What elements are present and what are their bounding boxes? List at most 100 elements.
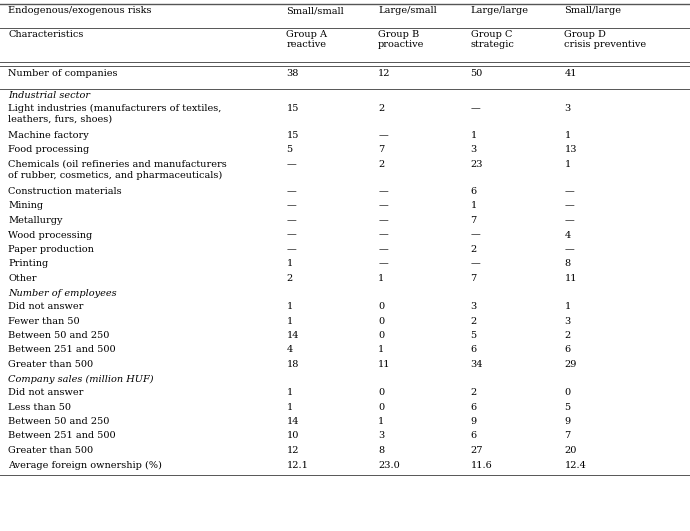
Text: 14: 14: [286, 331, 299, 340]
Text: Small/small: Small/small: [286, 6, 344, 15]
Text: 1: 1: [286, 388, 293, 397]
Text: Group D
crisis preventive: Group D crisis preventive: [564, 30, 647, 49]
Text: 13: 13: [564, 145, 577, 155]
Text: Chemicals (oil refineries and manufacturers
of rubber, cosmetics, and pharmaceut: Chemicals (oil refineries and manufactur…: [8, 160, 227, 179]
Text: Construction materials: Construction materials: [8, 187, 122, 196]
Text: 12: 12: [286, 446, 299, 455]
Text: —: —: [471, 230, 480, 239]
Text: 34: 34: [471, 360, 483, 369]
Text: 1: 1: [286, 316, 293, 326]
Text: 0: 0: [378, 316, 384, 326]
Text: —: —: [564, 201, 574, 210]
Text: 11: 11: [378, 360, 391, 369]
Text: 1: 1: [286, 260, 293, 269]
Text: Characteristics: Characteristics: [8, 30, 83, 39]
Text: 15: 15: [286, 131, 299, 140]
Text: Paper production: Paper production: [8, 245, 94, 254]
Text: 1: 1: [564, 131, 571, 140]
Text: 9: 9: [564, 417, 571, 426]
Text: 10: 10: [286, 432, 299, 441]
Text: 18: 18: [286, 360, 299, 369]
Text: 41: 41: [564, 68, 577, 78]
Text: Large/large: Large/large: [471, 6, 529, 15]
Text: 5: 5: [286, 145, 293, 155]
Text: 6: 6: [471, 402, 477, 412]
Text: Number of employees: Number of employees: [8, 288, 117, 297]
Text: 0: 0: [564, 388, 571, 397]
Text: Less than 50: Less than 50: [8, 402, 71, 412]
Text: 1: 1: [378, 417, 384, 426]
Text: 7: 7: [378, 145, 384, 155]
Text: 6: 6: [471, 346, 477, 355]
Text: —: —: [286, 245, 296, 254]
Text: 2: 2: [378, 160, 384, 169]
Text: —: —: [286, 187, 296, 196]
Text: 1: 1: [564, 160, 571, 169]
Text: —: —: [564, 216, 574, 225]
Text: Light industries (manufacturers of textiles,
leathers, furs, shoes): Light industries (manufacturers of texti…: [8, 104, 221, 124]
Text: —: —: [378, 245, 388, 254]
Text: 0: 0: [378, 388, 384, 397]
Text: 50: 50: [471, 68, 483, 78]
Text: Group B
proactive: Group B proactive: [378, 30, 424, 49]
Text: Endogenous/exogenous risks: Endogenous/exogenous risks: [8, 6, 152, 15]
Text: —: —: [564, 187, 574, 196]
Text: 6: 6: [471, 187, 477, 196]
Text: 1: 1: [378, 274, 384, 283]
Text: —: —: [286, 216, 296, 225]
Text: 2: 2: [471, 245, 477, 254]
Text: 3: 3: [471, 145, 477, 155]
Text: 2: 2: [471, 388, 477, 397]
Text: Small/large: Small/large: [564, 6, 622, 15]
Text: 1: 1: [286, 302, 293, 311]
Text: 12.4: 12.4: [564, 460, 586, 469]
Text: Number of companies: Number of companies: [8, 68, 118, 78]
Text: 1: 1: [471, 131, 477, 140]
Text: 2: 2: [564, 331, 571, 340]
Text: 8: 8: [564, 260, 571, 269]
Text: 3: 3: [564, 316, 571, 326]
Text: —: —: [378, 187, 388, 196]
Text: 38: 38: [286, 68, 299, 78]
Text: —: —: [378, 260, 388, 269]
Text: Fewer than 50: Fewer than 50: [8, 316, 80, 326]
Text: 20: 20: [564, 446, 577, 455]
Text: Group A
reactive: Group A reactive: [286, 30, 327, 49]
Text: 2: 2: [286, 274, 293, 283]
Text: 0: 0: [378, 302, 384, 311]
Text: 6: 6: [471, 432, 477, 441]
Text: 1: 1: [564, 302, 571, 311]
Text: Between 50 and 250: Between 50 and 250: [8, 331, 110, 340]
Text: 7: 7: [564, 432, 571, 441]
Text: Metallurgy: Metallurgy: [8, 216, 63, 225]
Text: 7: 7: [471, 274, 477, 283]
Text: Between 50 and 250: Between 50 and 250: [8, 417, 110, 426]
Text: Greater than 500: Greater than 500: [8, 446, 93, 455]
Text: 1: 1: [378, 346, 384, 355]
Text: Did not answer: Did not answer: [8, 302, 83, 311]
Text: Did not answer: Did not answer: [8, 388, 83, 397]
Text: Between 251 and 500: Between 251 and 500: [8, 346, 116, 355]
Text: 12.1: 12.1: [286, 460, 308, 469]
Text: —: —: [286, 230, 296, 239]
Text: 5: 5: [471, 331, 477, 340]
Text: 1: 1: [286, 402, 293, 412]
Text: Other: Other: [8, 274, 37, 283]
Text: 0: 0: [378, 331, 384, 340]
Text: 5: 5: [564, 402, 571, 412]
Text: —: —: [286, 160, 296, 169]
Text: 3: 3: [378, 432, 384, 441]
Text: Printing: Printing: [8, 260, 48, 269]
Text: Between 251 and 500: Between 251 and 500: [8, 432, 116, 441]
Text: —: —: [286, 201, 296, 210]
Text: 4: 4: [286, 346, 293, 355]
Text: —: —: [378, 131, 388, 140]
Text: 7: 7: [471, 216, 477, 225]
Text: 3: 3: [564, 104, 571, 113]
Text: —: —: [564, 245, 574, 254]
Text: Machine factory: Machine factory: [8, 131, 89, 140]
Text: 23: 23: [471, 160, 483, 169]
Text: 11: 11: [564, 274, 577, 283]
Text: Average foreign ownership (%): Average foreign ownership (%): [8, 460, 162, 469]
Text: —: —: [378, 201, 388, 210]
